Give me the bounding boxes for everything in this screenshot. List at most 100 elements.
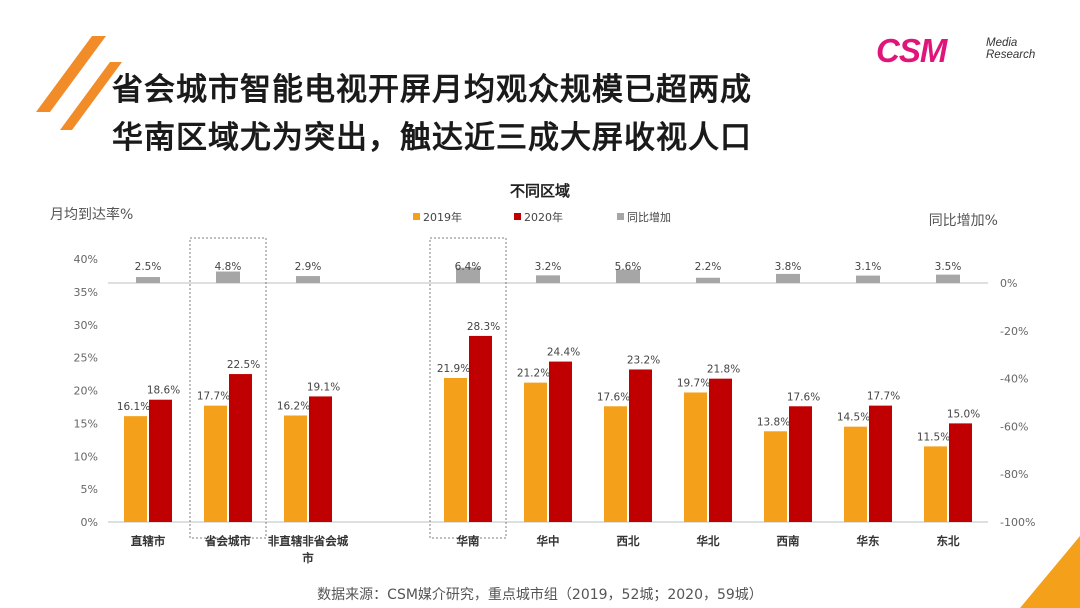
- bar-2019: [444, 378, 467, 522]
- data-label-yoy: 5.6%: [615, 261, 642, 273]
- data-label-2020: 18.6%: [147, 385, 180, 397]
- data-label-2019: 11.5%: [917, 431, 950, 443]
- data-label-2020: 22.5%: [227, 359, 260, 371]
- y-tick-label: 35%: [74, 286, 98, 299]
- x-tick-label: 华中: [537, 534, 560, 548]
- data-label-yoy: 2.9%: [295, 261, 322, 273]
- data-label-2020: 19.1%: [307, 381, 340, 393]
- title-line-1: 省会城市智能电视开屏月均观众规模已超两成: [112, 72, 752, 108]
- bar-yoy: [936, 274, 960, 283]
- data-label-2020: 28.3%: [467, 321, 500, 333]
- x-tick-label: 华南: [457, 534, 480, 548]
- bar-2019: [924, 446, 947, 522]
- bar-2020: [309, 396, 332, 522]
- bar-2020: [629, 369, 652, 522]
- data-label-2019: 19.7%: [677, 377, 710, 389]
- data-label-2020: 21.8%: [707, 364, 740, 376]
- data-label-2020: 17.7%: [867, 391, 900, 403]
- data-label-yoy: 3.1%: [855, 261, 882, 273]
- x-tick-label: 西南: [777, 534, 800, 548]
- bar-2020: [549, 361, 572, 522]
- bar-yoy: [296, 276, 320, 283]
- bar-2019: [124, 416, 147, 522]
- bar-2019: [284, 415, 307, 522]
- csm-logo: CSM Media Research: [876, 32, 1046, 72]
- y-axis-label: 月均到达率%: [50, 206, 133, 223]
- data-label-2019: 17.7%: [197, 391, 230, 403]
- legend: 2019年 2020年 同比增加: [413, 210, 671, 224]
- bar-2019: [604, 406, 627, 522]
- y-tick-label: 10%: [74, 450, 98, 463]
- data-label-2019: 16.2%: [277, 400, 310, 412]
- data-label-2020: 17.6%: [787, 391, 820, 403]
- legend-swatch-2020: [514, 213, 521, 220]
- logo-subtitle: Media Research: [986, 37, 1035, 61]
- bar-2020: [709, 378, 732, 522]
- bar-yoy: [456, 267, 480, 283]
- y-tick-label: 30%: [74, 319, 98, 332]
- x-tick-label: 省会城市: [204, 534, 251, 548]
- y2-tick-label: -40%: [1000, 373, 1028, 386]
- x-tick-label: 东北: [937, 534, 960, 548]
- y-tick-label: 25%: [74, 352, 98, 365]
- bar-yoy: [696, 277, 720, 283]
- bar-2020: [229, 374, 252, 522]
- y-tick-label: 15%: [74, 417, 98, 430]
- bar-yoy: [536, 275, 560, 283]
- y2-tick-label: -100%: [1000, 516, 1035, 529]
- x-tick-label: 华东: [857, 534, 880, 548]
- data-label-2019: 16.1%: [117, 401, 150, 413]
- legend-swatch-yoy: [617, 213, 624, 220]
- bar-yoy: [616, 269, 640, 283]
- source-note: 数据来源：CSM媒介研究，重点城市组（2019，52城；2020，59城）: [317, 587, 763, 603]
- y2-tick-label: 0%: [1000, 277, 1017, 290]
- y2-tick-label: -60%: [1000, 420, 1028, 433]
- bar-yoy: [136, 277, 160, 283]
- x-tick-label: 西北: [617, 534, 640, 548]
- y2-tick-label: -80%: [1000, 468, 1028, 481]
- y-tick-label: 40%: [74, 253, 98, 266]
- bar-2019: [844, 426, 867, 522]
- data-label-yoy: 3.8%: [775, 261, 802, 273]
- data-label-2019: 21.9%: [437, 363, 470, 375]
- data-label-2019: 14.5%: [837, 412, 870, 424]
- bar-2019: [204, 405, 227, 522]
- data-label-yoy: 2.5%: [135, 261, 162, 273]
- legend-swatch-2019: [413, 213, 420, 220]
- bar-2020: [789, 406, 812, 522]
- data-label-yoy: 6.4%: [455, 261, 482, 273]
- data-label-2019: 21.2%: [517, 368, 550, 380]
- data-label-yoy: 3.2%: [535, 261, 562, 273]
- y-tick-label: 20%: [74, 385, 98, 398]
- bar-2019: [764, 431, 787, 522]
- highlight-box: [429, 237, 507, 539]
- data-label-2020: 15.0%: [947, 408, 980, 420]
- highlight-box: [189, 237, 267, 539]
- bar-2020: [949, 423, 972, 522]
- bar-2020: [149, 399, 172, 522]
- legend-label-2019: 2019年: [423, 210, 462, 224]
- y-tick-label: 0%: [81, 516, 98, 529]
- data-label-2019: 17.6%: [597, 391, 630, 403]
- data-label-2020: 23.2%: [627, 354, 660, 366]
- title-line-2: 华南区域尤为突出，触达近三成大屏收视人口: [112, 120, 752, 156]
- x-tick-label: 市: [302, 551, 314, 565]
- logo-text: CSM: [876, 32, 947, 69]
- chart-title: 不同区域: [510, 182, 570, 200]
- bar-yoy: [856, 275, 880, 283]
- data-label-yoy: 3.5%: [935, 261, 962, 273]
- page-title: 省会城市智能电视开屏月均观众规模已超两成 华南区域尤为突出，触达近三成大屏收视人…: [112, 66, 752, 162]
- bar-2020: [869, 405, 892, 522]
- bar-2019: [684, 392, 707, 522]
- logo-subtitle-line-2: Research: [986, 49, 1036, 61]
- data-label-2020: 24.4%: [547, 347, 580, 359]
- bar-2019: [524, 382, 547, 522]
- bar-yoy: [216, 271, 240, 283]
- y2-tick-label: -20%: [1000, 325, 1028, 338]
- bar-yoy: [776, 273, 800, 283]
- x-tick-label: 直辖市: [131, 534, 166, 548]
- y-tick-label: 5%: [81, 483, 98, 496]
- x-tick-label: 非直辖非省会城: [268, 534, 349, 548]
- legend-label-yoy: 同比增加: [627, 210, 671, 224]
